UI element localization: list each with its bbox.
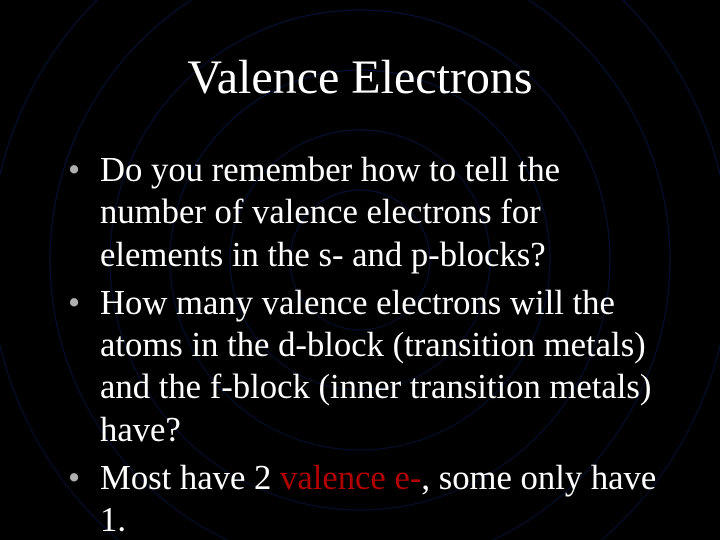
slide: Valence Electrons Do you remember how to… — [0, 0, 720, 540]
bullet-item-2: How many valence electrons will the atom… — [60, 282, 660, 451]
slide-title: Valence Electrons — [60, 50, 660, 105]
bullet-text-highlight: valence e- — [280, 459, 421, 497]
bullet-text-prefix: Most have 2 — [100, 459, 280, 497]
bullet-list: Do you remember how to tell the number o… — [60, 149, 660, 540]
bullet-text: Do you remember how to tell the number o… — [100, 151, 560, 274]
bullet-item-1: Do you remember how to tell the number o… — [60, 149, 660, 276]
bullet-text: How many valence electrons will the atom… — [100, 284, 651, 449]
bullet-item-3: Most have 2 valence e-, some only have 1… — [60, 457, 660, 540]
